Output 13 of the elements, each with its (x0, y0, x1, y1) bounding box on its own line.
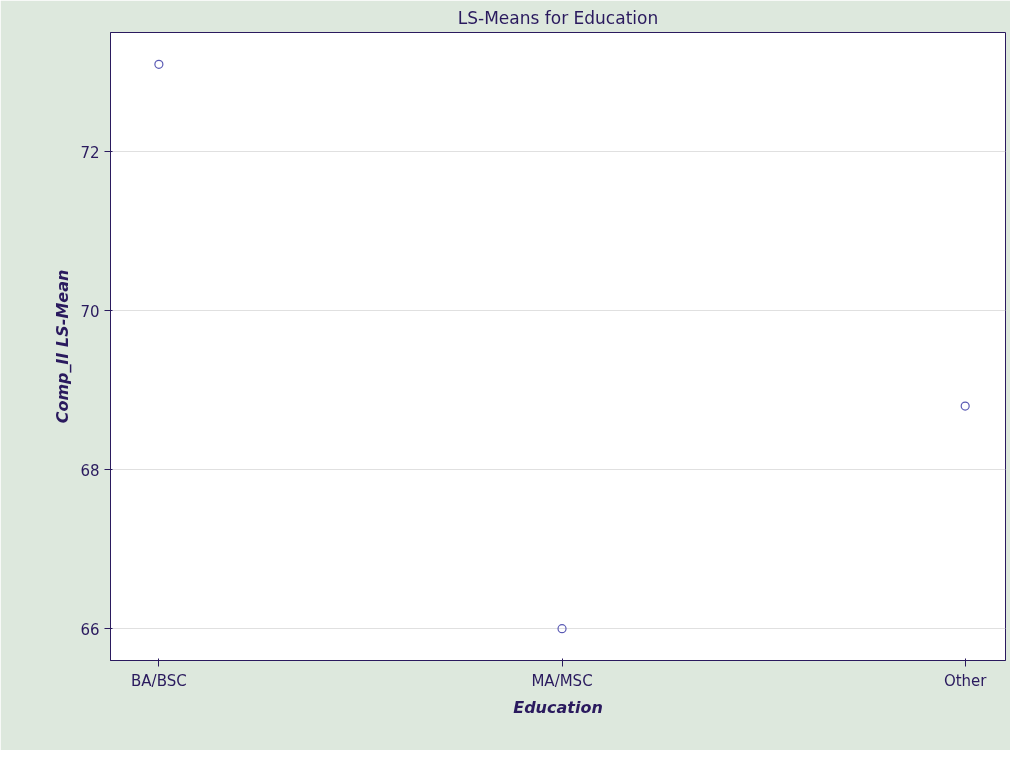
y-tick-label: 72 (80, 143, 100, 162)
point (154, 59, 164, 69)
x-tick-label: MA/MSC (531, 671, 593, 690)
x-axis-title: Education (513, 697, 603, 717)
chart-title: LS-Means for Education (457, 7, 659, 28)
y-tick-label: 68 (80, 461, 100, 480)
x-tick-label: BA/BSC (131, 671, 187, 690)
y-axis-title: Comp_II LS-Mean (53, 269, 73, 424)
point (557, 624, 567, 634)
x-tick-label: Other (943, 671, 988, 690)
point (960, 401, 970, 411)
y-tick-label: 66 (80, 620, 100, 639)
y-tick-label: 70 (80, 302, 100, 321)
